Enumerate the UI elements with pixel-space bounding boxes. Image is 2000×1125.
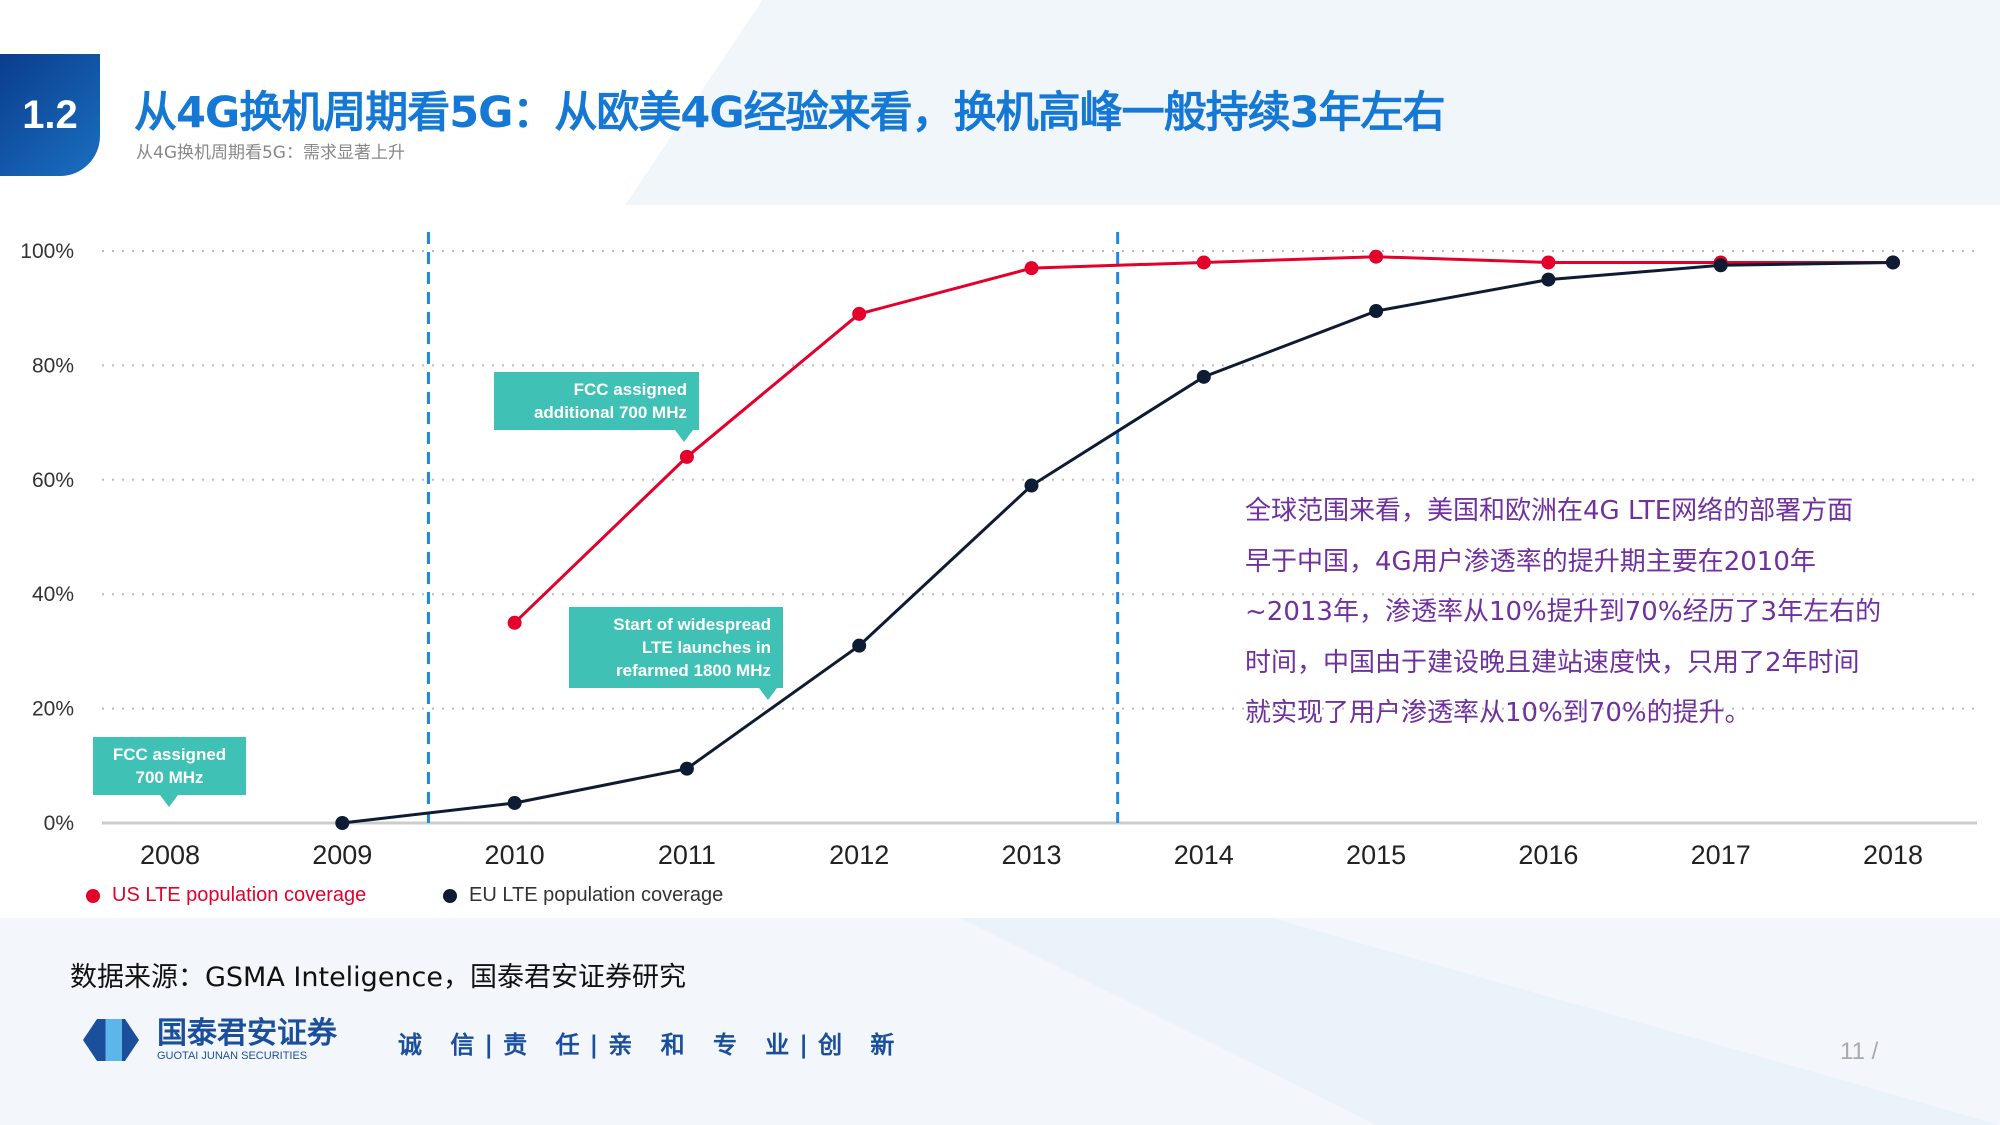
- commentary-line: 早于中国，4G用户渗透率的提升期主要在2010年: [1245, 546, 1816, 577]
- legend-marker-eu: [443, 888, 457, 903]
- data-point-us: [1196, 255, 1211, 270]
- y-tick-label: 20%: [32, 698, 74, 721]
- x-tick-label: 2017: [1691, 840, 1751, 870]
- data-point-eu: [1024, 478, 1039, 493]
- x-tick-label: 2010: [485, 840, 545, 870]
- series-line-eu: [342, 260, 1894, 825]
- y-tick-label: 80%: [32, 354, 74, 377]
- annotation-fcc-700: FCC assigned 700 MHz: [93, 737, 246, 807]
- section-badge: 1.2: [0, 54, 100, 176]
- legend-label-eu: EU LTE population coverage: [469, 884, 724, 906]
- page-title: 从4G换机周期看5G：从欧美4G经验来看，换机高峰一般持续3年左右: [134, 88, 1446, 138]
- x-tick-label: 2014: [1174, 840, 1234, 870]
- header-background: [625, 0, 2000, 205]
- footer-background: [0, 918, 2000, 1125]
- y-tick-label: 100%: [20, 240, 74, 263]
- line-chart: 0% 20% 40% 60% 80% 100% 2008 2009 2010 2011 2012 20…: [20, 232, 1977, 870]
- data-point-eu: [1196, 369, 1211, 384]
- data-point-eu: [1713, 258, 1728, 273]
- logo-text-en: GUOTAI JUNAN SECURITIES: [157, 1050, 308, 1062]
- logo-mark-icon: [83, 1019, 139, 1061]
- data-point-us: [1541, 255, 1556, 270]
- x-tick-label: 2012: [829, 840, 889, 870]
- commentary-line: ~2013年，渗透率从10%提升到70%经历了3年左右的: [1245, 597, 1882, 627]
- x-tick-label: 2018: [1863, 840, 1923, 870]
- data-point-us: [1024, 261, 1039, 276]
- commentary-line: 就实现了用户渗透率从10%到70%的提升。: [1245, 698, 1751, 728]
- x-tick-label: 2009: [312, 840, 372, 870]
- legend-item-eu: EU LTE population coverage: [443, 884, 723, 907]
- x-tick-label: 2015: [1346, 840, 1406, 870]
- data-point-us: [679, 449, 694, 464]
- x-tick-label: 2013: [1001, 840, 1061, 870]
- x-tick-label: 2016: [1518, 840, 1578, 870]
- slogan: 诚 信|责 任|亲 和 专 业|创 新: [398, 1031, 905, 1059]
- data-point-eu: [852, 638, 867, 653]
- y-tick-label: 40%: [32, 583, 74, 606]
- legend-marker-us: [86, 888, 100, 903]
- commentary-line: 时间，中国由于建设晚且建站速度快，只用了2年时间: [1245, 647, 1860, 678]
- page-number: 11 /: [1840, 1038, 1879, 1065]
- annotation-lte-launches: Start of widespread LTE launches in refa…: [569, 607, 783, 700]
- data-point-us: [852, 306, 867, 321]
- commentary-text: 全球范围来看，美国和欧洲在4G LTE网络的部署方面 早于中国，4G用户渗透率的…: [1245, 486, 1935, 739]
- page-subtitle: 从4G换机周期看5G：需求显著上升: [136, 143, 405, 163]
- x-tick-label: 2008: [140, 840, 200, 870]
- legend-item-us: US LTE population coverage: [86, 884, 366, 907]
- y-tick-label: 0%: [44, 812, 74, 835]
- legend-label-us: US LTE population coverage: [112, 884, 367, 906]
- data-point-eu: [679, 761, 694, 776]
- data-source: 数据来源：GSMA Inteligence，国泰君安证券研究: [70, 962, 687, 993]
- data-point-eu: [507, 795, 522, 810]
- annotation-fcc-additional: FCC assigned additional 700 MHz: [494, 372, 699, 442]
- data-point-us: [507, 615, 522, 630]
- data-point-eu: [335, 816, 350, 830]
- y-tick-label: 60%: [32, 469, 74, 492]
- data-point-us: [1369, 249, 1384, 264]
- x-tick-label: 2011: [658, 840, 716, 870]
- company-logo: 国泰君安证券 GUOTAI JUNAN SECURITIES: [83, 1018, 337, 1062]
- logo-text-cn: 国泰君安证券: [157, 1016, 337, 1051]
- data-point-eu: [1369, 304, 1384, 319]
- data-point-eu: [1541, 272, 1556, 287]
- commentary-line: 全球范围来看，美国和欧洲在4G LTE网络的部署方面: [1245, 496, 1854, 526]
- data-point-eu: [1886, 255, 1900, 270]
